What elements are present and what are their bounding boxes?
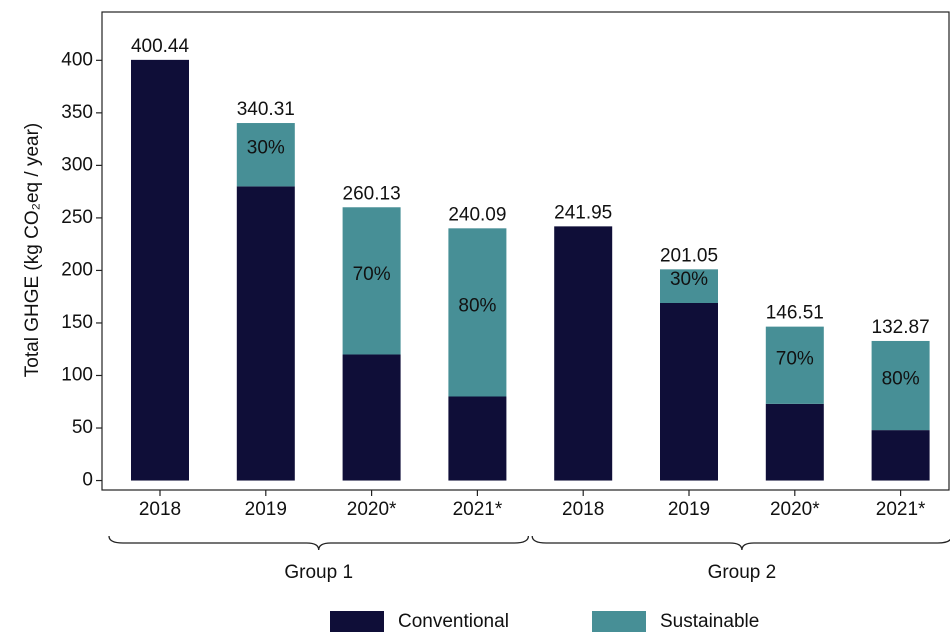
total-label: 132.87 xyxy=(872,317,930,338)
bar-segment xyxy=(131,59,189,481)
y-tick-label: 300 xyxy=(61,154,93,175)
total-label: 240.09 xyxy=(448,204,506,225)
legend-swatch xyxy=(592,611,646,632)
bar-segment xyxy=(765,403,824,481)
share-label: 30% xyxy=(247,138,285,159)
legend-label: Sustainable xyxy=(660,611,759,632)
y-tick-label: 100 xyxy=(61,365,93,386)
y-tick-label: 200 xyxy=(61,259,93,280)
bar-segment xyxy=(660,269,718,304)
y-axis-label: Total GHGE (kg CO₂eq / year) xyxy=(22,123,43,377)
plot-frame xyxy=(101,11,950,491)
share-label: 80% xyxy=(458,295,496,316)
total-label: 241.95 xyxy=(554,202,612,223)
total-label: 260.13 xyxy=(343,183,401,204)
x-tick-label: 2020* xyxy=(770,499,820,520)
bar-segment xyxy=(236,186,295,481)
total-label: 340.31 xyxy=(237,99,295,120)
group-brace xyxy=(531,535,950,551)
group-label: Group 1 xyxy=(284,562,353,583)
share-label: 70% xyxy=(353,264,391,285)
bar-segment xyxy=(448,396,507,481)
x-tick-label: 2019 xyxy=(668,499,710,520)
bar-segment xyxy=(448,228,507,397)
bar-segment xyxy=(236,123,295,187)
x-tick-label: 2019 xyxy=(245,499,287,520)
y-tick-label: 250 xyxy=(61,207,93,228)
y-tick-label: 50 xyxy=(72,417,93,438)
bar-segment xyxy=(765,326,824,404)
group-brace xyxy=(108,535,530,551)
bar-segment xyxy=(554,226,613,481)
legend-label: Conventional xyxy=(398,611,509,632)
x-tick-label: 2018 xyxy=(562,499,604,520)
share-label: 80% xyxy=(882,369,920,390)
total-label: 146.51 xyxy=(766,303,824,324)
total-label: 400.44 xyxy=(131,36,190,57)
bar-segment xyxy=(342,354,401,481)
x-tick-label: 2020* xyxy=(347,499,397,520)
y-tick-label: 350 xyxy=(61,102,93,123)
group-label: Group 2 xyxy=(708,562,777,583)
x-tick-label: 2018 xyxy=(139,499,181,520)
bar-segment xyxy=(871,340,930,431)
y-tick-label: 400 xyxy=(61,49,93,70)
bar-segment xyxy=(660,303,718,481)
y-tick-label: 0 xyxy=(82,470,93,491)
share-label: 30% xyxy=(670,269,708,290)
x-tick-label: 2021* xyxy=(453,499,503,520)
share-label: 70% xyxy=(776,348,814,369)
bar-segment xyxy=(342,207,401,355)
legend-swatch xyxy=(330,611,384,632)
x-tick-label: 2021* xyxy=(876,499,926,520)
y-tick-label: 150 xyxy=(61,312,93,333)
total-label: 201.05 xyxy=(660,245,718,266)
bar-segment xyxy=(871,430,930,481)
